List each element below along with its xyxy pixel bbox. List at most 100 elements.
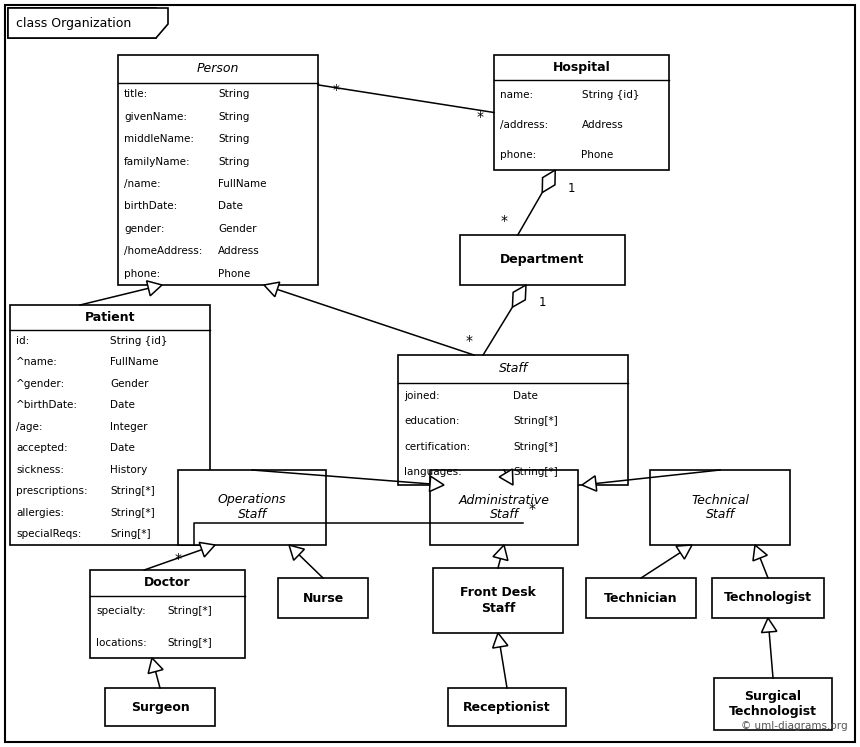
Polygon shape (582, 476, 597, 491)
Bar (10, 305, 210, 545)
Text: /age:: /age: (16, 422, 42, 432)
Bar (398, 355, 628, 485)
Bar (118, 55, 318, 285)
Polygon shape (146, 281, 162, 296)
Text: Technician: Technician (605, 592, 678, 604)
Text: ^birthDate:: ^birthDate: (16, 400, 78, 410)
Text: Surgical
Technologist: Surgical Technologist (729, 690, 817, 718)
Text: specialReqs:: specialReqs: (16, 530, 82, 539)
Text: /homeAddress:: /homeAddress: (124, 247, 202, 256)
Text: gender:: gender: (124, 224, 164, 234)
Text: String[*]: String[*] (168, 607, 212, 616)
Text: 1: 1 (538, 297, 546, 309)
Text: joined:: joined: (404, 391, 439, 400)
Text: class Organization: class Organization (16, 16, 132, 29)
Text: String {id}: String {id} (110, 335, 168, 346)
Text: familyName:: familyName: (124, 157, 191, 167)
Text: String[*]: String[*] (110, 486, 155, 496)
Text: Phone: Phone (581, 150, 614, 160)
Text: certification:: certification: (404, 441, 470, 452)
Text: Date: Date (513, 391, 538, 400)
Text: *: * (465, 334, 473, 348)
Text: Gender: Gender (218, 224, 256, 234)
Text: *: * (501, 214, 507, 228)
Polygon shape (499, 469, 513, 485)
Text: title:: title: (124, 89, 148, 99)
Text: ^gender:: ^gender: (16, 379, 65, 388)
Text: Receptionist: Receptionist (464, 701, 550, 713)
Bar (178, 470, 326, 545)
Text: Integer: Integer (110, 422, 148, 432)
Text: Front Desk
Staff: Front Desk Staff (460, 586, 536, 615)
Text: String[*]: String[*] (110, 508, 155, 518)
Polygon shape (513, 285, 526, 307)
Text: givenName:: givenName: (124, 111, 187, 122)
Text: accepted:: accepted: (16, 443, 68, 453)
Text: 1: 1 (568, 182, 575, 194)
Text: String: String (218, 134, 249, 144)
Text: Department: Department (501, 253, 585, 267)
Text: birthDate:: birthDate: (124, 202, 177, 211)
Text: languages:: languages: (404, 468, 462, 477)
Text: Nurse: Nurse (303, 592, 344, 604)
Bar (430, 470, 578, 545)
Text: Date: Date (110, 443, 135, 453)
Text: History: History (110, 465, 147, 475)
Text: Gender: Gender (110, 379, 149, 388)
Text: prescriptions:: prescriptions: (16, 486, 88, 496)
Polygon shape (200, 542, 215, 557)
Polygon shape (264, 282, 280, 297)
Text: String {id}: String {id} (581, 90, 639, 100)
Text: specialty:: specialty: (96, 607, 145, 616)
Text: Staff: Staff (499, 362, 527, 376)
Bar (448, 688, 566, 726)
Text: *: * (476, 111, 483, 125)
Text: Date: Date (110, 400, 135, 410)
Bar (8, 8, 156, 38)
Text: sickness:: sickness: (16, 465, 64, 475)
Text: name:: name: (500, 90, 533, 100)
Bar (714, 678, 832, 730)
Bar (586, 578, 696, 618)
Text: middleName:: middleName: (124, 134, 194, 144)
Text: String[*]: String[*] (513, 468, 558, 477)
Text: Technical
Staff: Technical Staff (691, 494, 749, 521)
Bar (433, 568, 563, 633)
Polygon shape (753, 545, 767, 561)
Text: Phone: Phone (218, 269, 250, 279)
Text: /address:: /address: (500, 120, 549, 130)
Text: *: * (529, 501, 536, 515)
Text: Technologist: Technologist (724, 592, 812, 604)
Text: id:: id: (16, 335, 29, 346)
Text: education:: education: (404, 416, 459, 427)
Polygon shape (289, 545, 304, 560)
Text: Administrative
Staff: Administrative Staff (458, 494, 550, 521)
Text: Address: Address (218, 247, 260, 256)
Text: Patient: Patient (85, 311, 135, 324)
Text: String: String (218, 157, 249, 167)
Text: Operations
Staff: Operations Staff (218, 494, 286, 521)
Text: String: String (218, 89, 249, 99)
Text: String: String (218, 111, 249, 122)
Bar (105, 688, 215, 726)
Text: *: * (333, 83, 340, 97)
Text: phone:: phone: (500, 150, 537, 160)
Polygon shape (429, 477, 444, 492)
Text: allergies:: allergies: (16, 508, 64, 518)
Text: /name:: /name: (124, 179, 161, 189)
Text: Sring[*]: Sring[*] (110, 530, 150, 539)
Bar (278, 578, 368, 618)
Polygon shape (148, 658, 163, 674)
Bar (460, 235, 625, 285)
Text: Address: Address (581, 120, 624, 130)
Text: FullName: FullName (218, 179, 267, 189)
Text: locations:: locations: (96, 637, 147, 648)
Polygon shape (676, 545, 692, 559)
Text: *: * (175, 552, 181, 566)
Polygon shape (8, 8, 168, 38)
Text: Hospital: Hospital (553, 61, 611, 74)
Text: String[*]: String[*] (513, 441, 558, 452)
Bar (90, 570, 245, 658)
Text: String[*]: String[*] (168, 637, 212, 648)
Bar (712, 578, 824, 618)
